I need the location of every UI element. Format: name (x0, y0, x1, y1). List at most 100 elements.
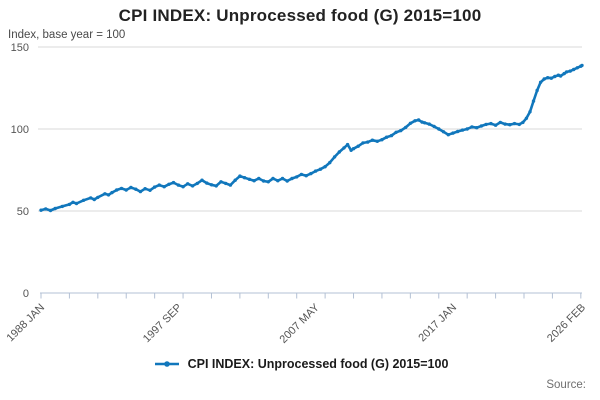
data-point-marker[interactable] (356, 144, 360, 148)
data-point-marker[interactable] (416, 118, 421, 122)
data-point-marker[interactable] (349, 148, 353, 152)
data-point-marker[interactable] (214, 184, 218, 188)
data-point-marker[interactable] (380, 138, 384, 142)
data-point-marker[interactable] (247, 177, 252, 181)
data-point-marker[interactable] (124, 188, 128, 192)
data-point-marker[interactable] (157, 183, 161, 187)
data-point-marker[interactable] (195, 181, 199, 186)
data-point-marker[interactable] (366, 140, 370, 144)
data-point-marker[interactable] (399, 128, 403, 133)
data-point-marker[interactable] (318, 167, 323, 171)
data-point-marker[interactable] (92, 197, 97, 202)
data-point-marker[interactable] (143, 187, 147, 191)
data-point-marker[interactable] (309, 171, 313, 176)
data-point-marker[interactable] (257, 176, 261, 181)
data-point-marker[interactable] (103, 192, 107, 196)
data-point-marker[interactable] (148, 188, 152, 192)
data-point-marker[interactable] (39, 208, 43, 212)
data-point-marker[interactable] (345, 142, 350, 147)
data-point-marker[interactable] (546, 76, 550, 80)
data-point-marker[interactable] (252, 179, 256, 183)
data-point-marker[interactable] (119, 186, 124, 191)
data-point-marker[interactable] (408, 121, 413, 126)
data-point-marker[interactable] (162, 185, 166, 189)
data-point-marker[interactable] (323, 165, 327, 169)
data-point-marker[interactable] (531, 99, 536, 103)
data-point-marker[interactable] (572, 67, 576, 72)
data-point-marker[interactable] (53, 206, 57, 211)
data-point-marker[interactable] (167, 182, 171, 186)
data-point-marker[interactable] (370, 138, 375, 142)
data-point-marker[interactable] (209, 183, 214, 187)
data-point-marker[interactable] (266, 180, 270, 184)
data-point-marker[interactable] (549, 76, 553, 80)
data-point-marker[interactable] (437, 127, 441, 131)
data-point-marker[interactable] (205, 181, 209, 185)
data-point-marker[interactable] (186, 182, 190, 186)
data-point-marker[interactable] (337, 150, 341, 154)
data-point-marker[interactable] (484, 122, 488, 127)
data-point-marker[interactable] (67, 202, 72, 207)
data-point-marker[interactable] (535, 88, 539, 93)
data-point-marker[interactable] (181, 185, 185, 189)
data-point-marker[interactable] (558, 74, 563, 78)
data-point-marker[interactable] (404, 125, 408, 130)
data-point-marker[interactable] (134, 187, 138, 191)
data-point-marker[interactable] (96, 195, 100, 200)
data-point-marker[interactable] (538, 80, 543, 85)
data-point-marker[interactable] (238, 174, 242, 178)
data-point-marker[interactable] (280, 176, 285, 181)
data-point-marker[interactable] (422, 121, 427, 125)
data-point-marker[interactable] (295, 175, 299, 179)
data-point-marker[interactable] (446, 133, 450, 137)
data-point-marker[interactable] (432, 124, 436, 129)
data-point-marker[interactable] (465, 127, 469, 131)
data-point-marker[interactable] (48, 208, 53, 213)
data-point-marker[interactable] (413, 119, 417, 123)
data-point-marker[interactable] (313, 169, 318, 173)
data-point-marker[interactable] (81, 198, 86, 202)
data-point-marker[interactable] (375, 139, 379, 143)
data-point-marker[interactable] (427, 122, 431, 126)
data-point-marker[interactable] (342, 146, 346, 150)
data-point-marker[interactable] (332, 155, 337, 159)
data-point-marker[interactable] (553, 74, 557, 79)
data-point-marker[interactable] (44, 207, 48, 211)
data-point-marker[interactable] (389, 133, 394, 138)
data-point-marker[interactable] (564, 70, 569, 74)
data-point-marker[interactable] (470, 125, 474, 129)
data-point-marker[interactable] (493, 123, 498, 127)
data-point-marker[interactable] (271, 176, 275, 181)
data-point-marker[interactable] (138, 189, 143, 194)
data-point-marker[interactable] (171, 180, 176, 185)
data-point-marker[interactable] (568, 69, 572, 73)
data-point-marker[interactable] (200, 178, 204, 182)
data-point-marker[interactable] (451, 131, 455, 135)
data-point-marker[interactable] (508, 123, 512, 127)
data-point-marker[interactable] (110, 190, 114, 195)
data-point-marker[interactable] (74, 201, 79, 206)
data-point-marker[interactable] (475, 126, 479, 130)
data-point-marker[interactable] (460, 128, 465, 132)
data-point-marker[interactable] (304, 174, 308, 178)
data-point-marker[interactable] (115, 188, 119, 192)
data-point-marker[interactable] (261, 179, 266, 183)
data-point-marker[interactable] (89, 196, 93, 200)
data-point-marker[interactable] (71, 200, 75, 204)
data-point-marker[interactable] (285, 179, 289, 183)
data-point-marker[interactable] (503, 122, 507, 126)
data-point-marker[interactable] (176, 183, 181, 187)
data-point-marker[interactable] (512, 121, 517, 126)
data-point-marker[interactable] (384, 135, 389, 139)
data-point-marker[interactable] (575, 66, 579, 70)
data-point-marker[interactable] (441, 130, 446, 134)
data-point-marker[interactable] (517, 122, 521, 127)
data-point-marker[interactable] (242, 176, 247, 180)
data-point-marker[interactable] (106, 193, 111, 197)
data-point-marker[interactable] (580, 63, 584, 68)
data-point-marker[interactable] (224, 181, 228, 186)
data-point-marker[interactable] (233, 178, 237, 182)
data-point-marker[interactable] (328, 160, 332, 165)
data-point-marker[interactable] (351, 147, 356, 151)
data-point-marker[interactable] (479, 124, 484, 128)
